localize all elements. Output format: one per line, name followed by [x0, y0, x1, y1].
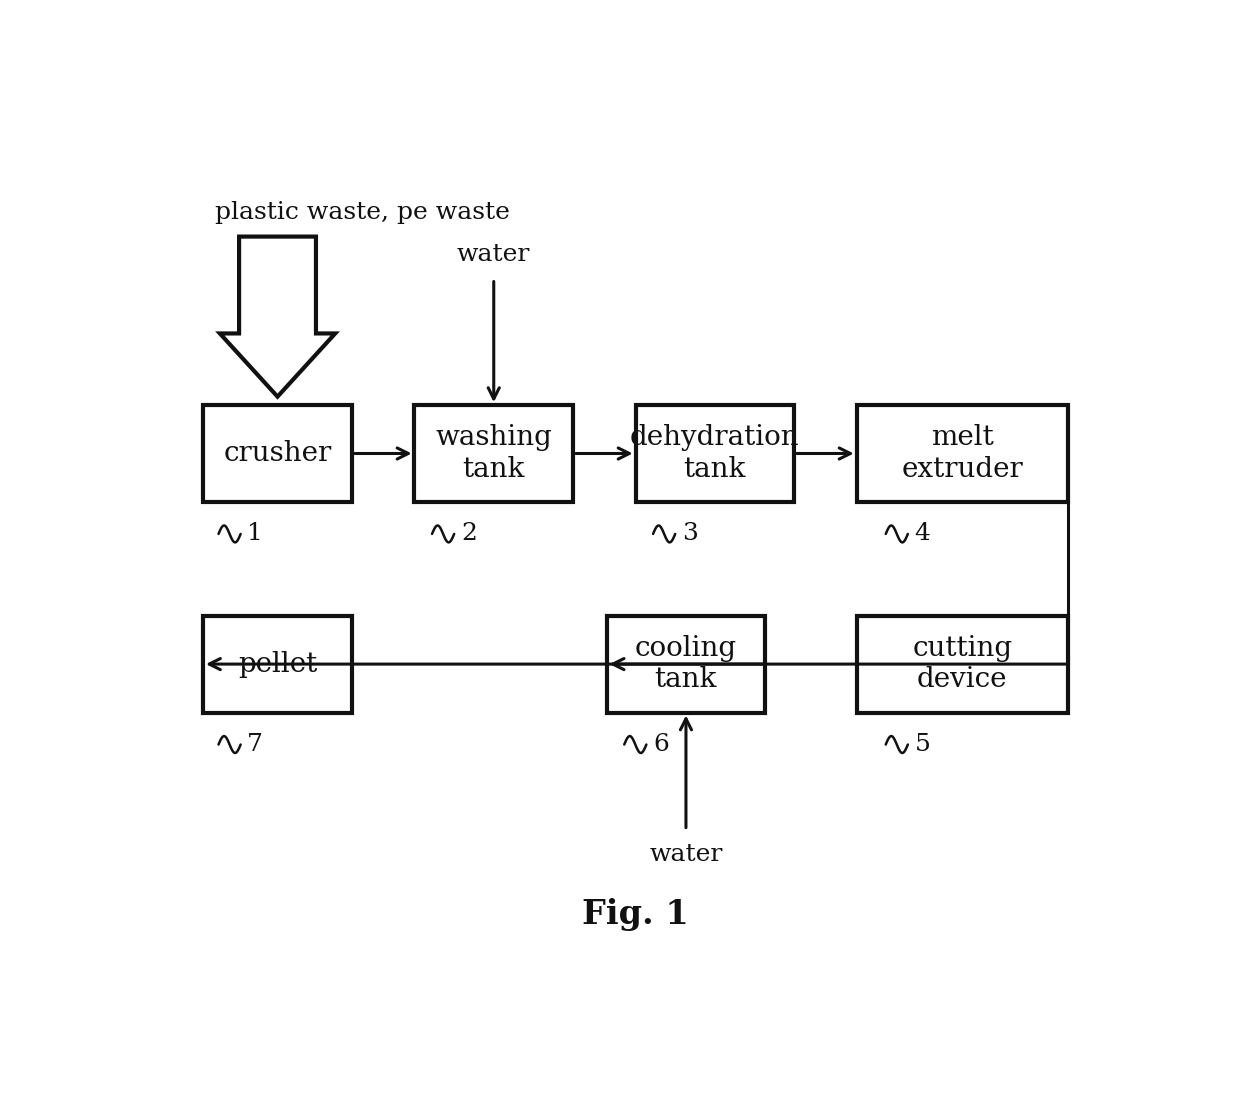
Text: cooling
tank: cooling tank	[635, 635, 737, 694]
Text: crusher: crusher	[223, 440, 331, 467]
Text: cutting
device: cutting device	[913, 635, 1012, 694]
Text: 1: 1	[247, 523, 263, 546]
Bar	[857, 405, 1068, 502]
Bar	[635, 405, 794, 502]
Text: 5: 5	[915, 733, 930, 756]
Text: pellet: pellet	[238, 651, 317, 677]
Text: 4: 4	[915, 523, 930, 546]
Bar	[414, 405, 573, 502]
Text: melt
extruder: melt extruder	[901, 424, 1023, 482]
Bar	[606, 616, 765, 712]
Bar	[203, 405, 352, 502]
Text: 7: 7	[247, 733, 263, 756]
Text: washing
tank: washing tank	[435, 424, 552, 482]
Text: dehydration
tank: dehydration tank	[630, 424, 800, 482]
Text: 3: 3	[682, 523, 698, 546]
Text: water: water	[458, 243, 531, 266]
Text: 6: 6	[653, 733, 668, 756]
Text: plastic waste, pe waste: plastic waste, pe waste	[215, 201, 510, 224]
Text: water: water	[650, 843, 723, 866]
Text: 2: 2	[461, 523, 476, 546]
Bar	[857, 616, 1068, 712]
Bar	[203, 616, 352, 712]
Polygon shape	[219, 236, 335, 397]
Text: Fig. 1: Fig. 1	[582, 898, 689, 931]
